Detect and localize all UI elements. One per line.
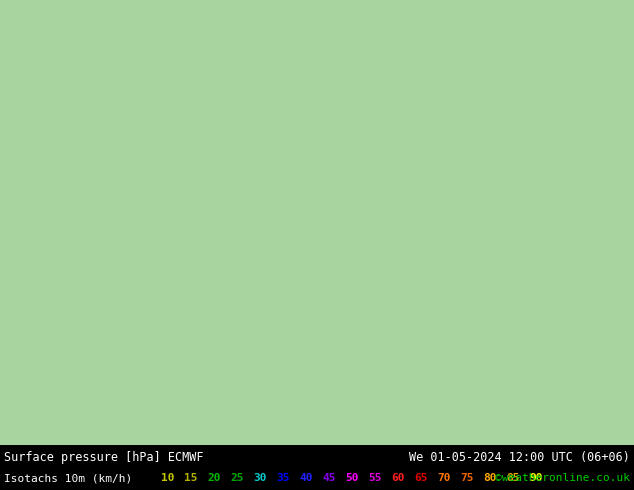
Text: We 01-05-2024 12:00 UTC (06+06): We 01-05-2024 12:00 UTC (06+06) bbox=[409, 450, 630, 464]
Text: 60: 60 bbox=[391, 473, 404, 483]
Text: 65: 65 bbox=[414, 473, 428, 483]
Text: 50: 50 bbox=[346, 473, 359, 483]
Text: 35: 35 bbox=[276, 473, 290, 483]
Text: 30: 30 bbox=[253, 473, 267, 483]
Text: ©weatheronline.co.uk: ©weatheronline.co.uk bbox=[495, 473, 630, 483]
Text: 15: 15 bbox=[184, 473, 198, 483]
Text: 45: 45 bbox=[322, 473, 336, 483]
Text: Isotachs 10m (km/h): Isotachs 10m (km/h) bbox=[4, 473, 133, 483]
Text: 85: 85 bbox=[507, 473, 520, 483]
Text: Surface pressure [hPa] ECMWF: Surface pressure [hPa] ECMWF bbox=[4, 450, 204, 464]
Text: 20: 20 bbox=[207, 473, 221, 483]
Text: 75: 75 bbox=[460, 473, 474, 483]
Text: 80: 80 bbox=[483, 473, 497, 483]
Text: 70: 70 bbox=[437, 473, 451, 483]
Text: 10: 10 bbox=[161, 473, 175, 483]
Text: 90: 90 bbox=[529, 473, 543, 483]
Text: 40: 40 bbox=[299, 473, 313, 483]
Text: 25: 25 bbox=[230, 473, 243, 483]
Text: 55: 55 bbox=[368, 473, 382, 483]
